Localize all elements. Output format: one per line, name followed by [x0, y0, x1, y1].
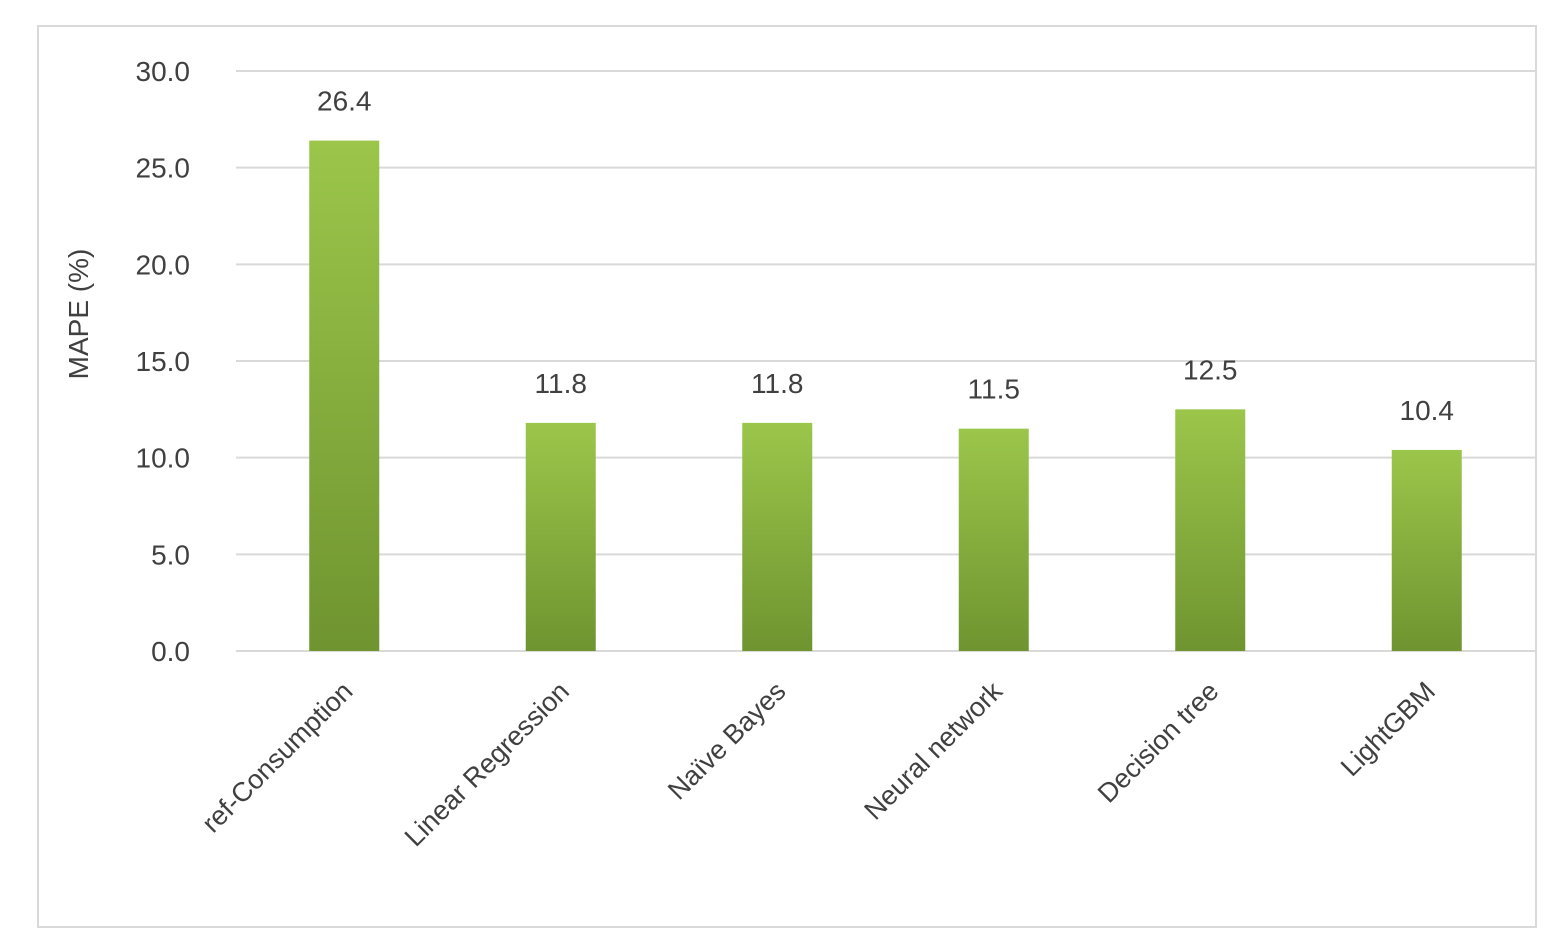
x-category-label: Naïve Bayes	[662, 676, 791, 805]
x-category-label: Decision tree	[1092, 676, 1225, 809]
data-label: 12.5	[1183, 354, 1238, 385]
data-label: 11.8	[535, 368, 587, 399]
y-tick-label: 20.0	[136, 249, 191, 280]
y-tick-label: 10.0	[136, 443, 191, 474]
data-label: 26.4	[317, 86, 372, 117]
bars	[309, 140, 1462, 651]
y-axis-tick-labels: 0.0 5.0 10.0 15.0 20.0 25.0 30.0	[136, 56, 191, 667]
bar	[742, 422, 813, 651]
bar	[1175, 409, 1246, 651]
y-axis-title: MAPE (%)	[63, 249, 94, 380]
x-category-label: ref-Consumption	[196, 676, 358, 838]
y-tick-label: 0.0	[151, 636, 190, 667]
data-label: 11.5	[968, 374, 1020, 405]
bar	[525, 422, 596, 651]
bar	[1391, 449, 1462, 651]
data-label: 10.4	[1400, 395, 1455, 426]
y-tick-label: 25.0	[136, 153, 191, 184]
x-category-label: Linear Regression	[399, 676, 575, 852]
gridlines	[236, 70, 1535, 652]
bar	[958, 428, 1029, 651]
data-labels: 26.4 11.8 11.8 11.5 12.5 10.4	[317, 86, 1454, 426]
y-tick-label: 30.0	[136, 56, 191, 87]
data-label: 11.8	[751, 368, 803, 399]
x-category-label: Neural network	[858, 676, 1008, 826]
x-axis-category-labels: ref-Consumption Linear Regression Naïve Ba…	[196, 676, 1441, 853]
y-tick-label: 5.0	[151, 539, 190, 570]
y-tick-label: 15.0	[136, 346, 191, 377]
x-category-label: LightGBM	[1335, 676, 1441, 782]
bar	[309, 140, 380, 651]
